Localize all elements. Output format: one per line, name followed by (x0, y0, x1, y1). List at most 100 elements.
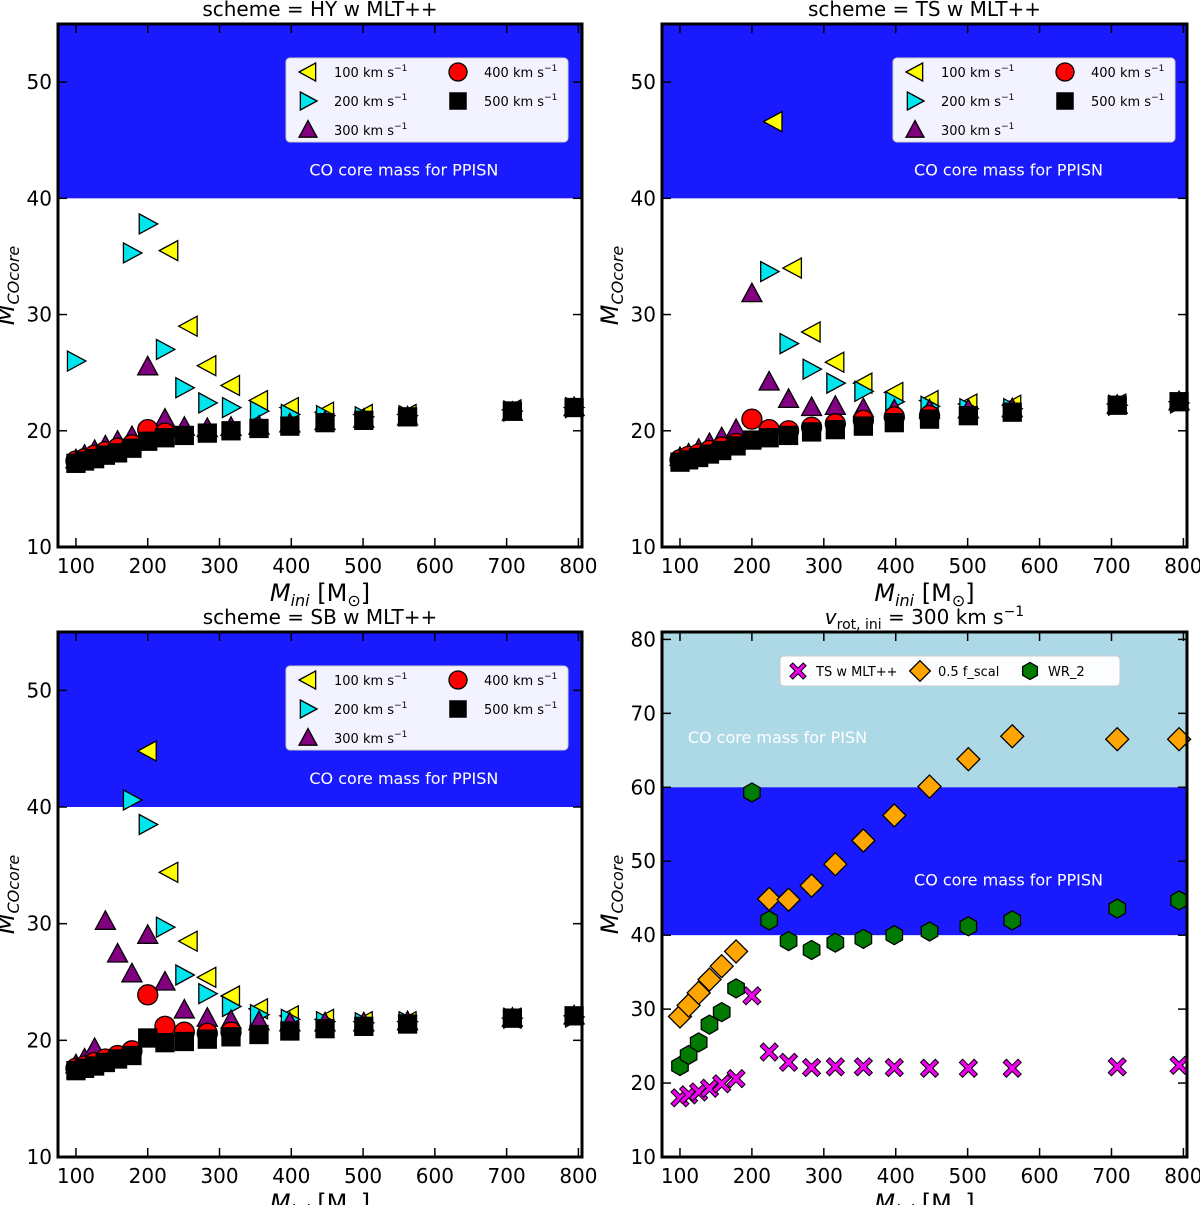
legend-value: 100 (941, 66, 966, 81)
x-tick-label: 300 (200, 1164, 238, 1188)
data-point (177, 930, 198, 953)
data-point (138, 813, 160, 836)
data-point (249, 418, 269, 439)
data-point (94, 909, 117, 930)
x-tick-label: 300 (805, 554, 843, 578)
data-point (397, 1014, 418, 1034)
legend-exp: −1 (394, 122, 407, 132)
x-tick-label: 500 (344, 554, 382, 578)
x-label-var: M (874, 579, 895, 607)
x-label-var: M (270, 579, 291, 607)
x-tick-label: 100 (661, 554, 699, 578)
x-tick-label: 800 (1164, 554, 1200, 578)
legend-unit: km s (966, 124, 1001, 139)
legend-marker (449, 92, 467, 110)
x-label-unit: [M (914, 1189, 952, 1205)
data-point (155, 1033, 175, 1053)
y-tick-label: 80 (631, 627, 656, 651)
x-axis-label: Mini [M⊙] (874, 1189, 974, 1205)
legend-exp: −1 (1151, 64, 1164, 74)
legend-label: 500 km s−1 (484, 93, 557, 110)
x-label-close: ] (361, 1189, 370, 1205)
data-point (958, 1058, 979, 1078)
data-point (280, 416, 300, 436)
legend-exp: −1 (1151, 93, 1164, 103)
legend-unit: km s (509, 66, 544, 81)
y-label-sub: COcore (608, 246, 627, 305)
data-point (175, 963, 196, 987)
y-tick-label: 40 (631, 186, 656, 210)
data-point (136, 354, 159, 376)
data-point (1002, 1058, 1022, 1078)
data-point (885, 924, 904, 946)
legend-exp: −1 (544, 64, 557, 74)
x-label-unit: [M (310, 1189, 348, 1205)
x-tick-label: 200 (733, 1164, 771, 1188)
legend-unit: km s (359, 95, 394, 110)
data-point (354, 410, 374, 430)
data-point (155, 338, 177, 361)
x-tick-label: 600 (1020, 554, 1058, 578)
y-tick-label: 10 (27, 535, 52, 559)
data-point (853, 1057, 874, 1077)
series-3 (671, 782, 1188, 1077)
x-tick-label: 400 (877, 554, 915, 578)
data-point (854, 380, 875, 403)
data-point (1003, 910, 1022, 931)
data-point (138, 431, 158, 451)
x-label-close: ] (965, 579, 974, 607)
data-point (854, 928, 873, 950)
x-tick-label: 800 (559, 554, 597, 578)
data-point (760, 260, 781, 283)
data-point (219, 374, 241, 397)
legend-unit: km s (966, 95, 1001, 110)
x-label-close: ] (965, 1189, 974, 1205)
y-tick-label: 40 (27, 186, 52, 210)
series-1 (670, 986, 1189, 1108)
x-label-sun: ⊙ (347, 1201, 360, 1205)
title-main: = 300 km s (882, 605, 1004, 629)
y-tick-label: 20 (631, 1071, 656, 1095)
x-tick-label: 100 (57, 1164, 95, 1188)
legend-exp: −1 (394, 701, 407, 711)
x-label-close: ] (361, 579, 370, 607)
y-tick-label: 40 (631, 923, 656, 947)
data-point (155, 428, 175, 448)
data-point (958, 406, 979, 426)
data-point (122, 788, 144, 812)
data-point (221, 1027, 241, 1047)
legend-box (285, 57, 569, 143)
legend-box (779, 655, 1121, 687)
data-point (826, 932, 845, 953)
y-label-sub: COcore (4, 855, 23, 914)
title-var: v (825, 605, 838, 629)
data-point (120, 961, 144, 983)
y-label-var: M (0, 913, 20, 934)
x-label-sub: ini (895, 591, 915, 610)
y-tick-label: 30 (27, 303, 52, 327)
data-point (760, 910, 779, 931)
legend-label: 300 km s−1 (334, 730, 407, 747)
legend-marker (904, 61, 924, 83)
x-label-sub: ini (291, 591, 311, 610)
x-tick-label: 700 (488, 554, 526, 578)
legend-box (892, 57, 1176, 143)
chart-panel-4: CO core mass for PISN CO core mass for PP… (596, 604, 1200, 1205)
plot-frame (56, 630, 584, 1159)
data-point (221, 396, 243, 419)
y-label-var: M (596, 913, 624, 934)
data-point (315, 1019, 335, 1039)
y-tick-label: 20 (27, 1028, 52, 1052)
data-point (315, 412, 335, 433)
data-point (1104, 726, 1130, 752)
data-point (157, 861, 179, 884)
data-point (778, 425, 799, 446)
legend-value: 200 (941, 95, 966, 110)
legend-marker (448, 670, 468, 690)
legend-label: 400 km s−1 (1091, 64, 1164, 81)
data-point (697, 967, 722, 992)
legend-exp: −1 (394, 672, 407, 682)
x-axis-label: Mini [M⊙] (270, 579, 370, 610)
data-point (712, 1001, 731, 1023)
